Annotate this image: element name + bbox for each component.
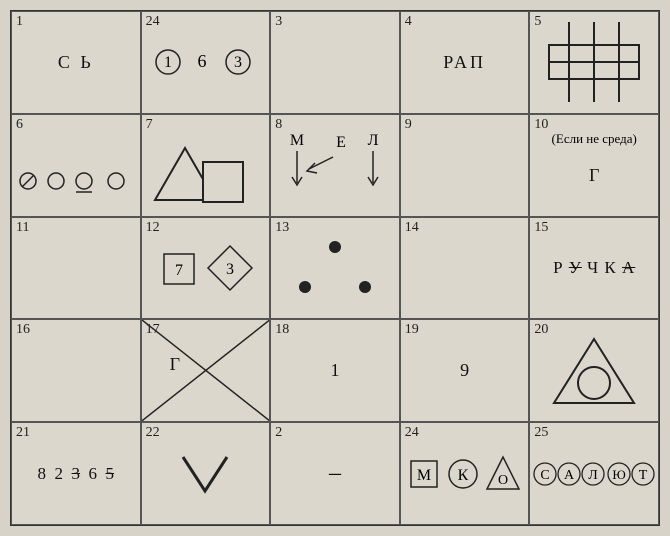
svg-text:О: О bbox=[498, 473, 508, 488]
arrows-letters: М Е Л bbox=[271, 115, 399, 216]
triangle-circle bbox=[530, 320, 658, 421]
svg-text:Л: Л bbox=[588, 468, 598, 483]
cell-number: 9 bbox=[405, 117, 412, 133]
cell-letter: Г bbox=[142, 320, 270, 421]
svg-text:С: С bbox=[541, 468, 550, 483]
svg-text:Е: Е bbox=[336, 134, 346, 151]
square-diamond: 7 3 bbox=[142, 218, 270, 319]
cell-number: 11 bbox=[16, 220, 29, 236]
cell-text: 1 bbox=[271, 320, 399, 421]
cell-12: 12 7 3 bbox=[141, 217, 271, 320]
cell-10: 10 (Если не среда) Г bbox=[529, 114, 659, 217]
svg-text:А: А bbox=[564, 468, 575, 483]
svg-text:К: К bbox=[457, 467, 468, 484]
svg-text:М: М bbox=[416, 467, 430, 484]
svg-text:Л: Л bbox=[368, 132, 379, 149]
svg-text:Ю: Ю bbox=[613, 467, 626, 482]
checkmark-v bbox=[142, 423, 270, 524]
svg-text:3: 3 bbox=[234, 54, 242, 71]
cell-number: 3 bbox=[275, 14, 282, 30]
cell-4: 4 РАП bbox=[400, 11, 530, 114]
cell-8: 8 М Е Л bbox=[270, 114, 400, 217]
puzzle-grid: 1 С Ь 24 1 6 3 3 4 РАП 5 bbox=[10, 10, 660, 526]
cell-16: 16 bbox=[11, 319, 141, 422]
cell-15: 15 Р У Ч К А bbox=[529, 217, 659, 320]
cell-21: 21 8 2 3 6 5 bbox=[11, 422, 141, 525]
cell-5: 5 bbox=[529, 11, 659, 114]
circled-numbers: 1 6 3 bbox=[142, 12, 270, 113]
svg-text:Т: Т bbox=[639, 468, 648, 483]
cell-13: 13 bbox=[270, 217, 400, 320]
cell-17: 17 Г bbox=[141, 319, 271, 422]
svg-text:7: 7 bbox=[175, 262, 183, 279]
svg-text:М: М bbox=[290, 132, 304, 149]
cell-19: 19 9 bbox=[400, 319, 530, 422]
cell-14: 14 bbox=[400, 217, 530, 320]
cell-18: 18 1 bbox=[270, 319, 400, 422]
cell-text: 9 bbox=[401, 320, 529, 421]
cell-20: 20 bbox=[529, 319, 659, 422]
cell-text: С Ь bbox=[12, 12, 140, 113]
cell-letter: Г bbox=[530, 115, 658, 216]
cell-3: 3 bbox=[270, 11, 400, 114]
triangle-square bbox=[142, 115, 270, 216]
cell-24: 24 М К О bbox=[400, 422, 530, 525]
cell-9: 9 bbox=[400, 114, 530, 217]
grid-icon bbox=[530, 12, 658, 113]
svg-text:3: 3 bbox=[226, 261, 234, 278]
circled-salut: С А Л Ю Т bbox=[530, 423, 658, 524]
cell-text: – bbox=[271, 423, 399, 524]
cell-number: 14 bbox=[405, 220, 419, 236]
struck-numbers: 8 2 3 6 5 bbox=[12, 423, 140, 524]
cell-2: 24 1 6 3 bbox=[141, 11, 271, 114]
cell-text: РАП bbox=[401, 12, 529, 113]
circles-row bbox=[12, 115, 140, 216]
cell-number: 16 bbox=[16, 322, 30, 338]
svg-text:1: 1 bbox=[164, 54, 172, 71]
shapes-mko: М К О bbox=[401, 423, 529, 524]
cell-25: 25 С А Л Ю Т bbox=[529, 422, 659, 525]
cell-7: 7 bbox=[141, 114, 271, 217]
cell-11: 11 bbox=[11, 217, 141, 320]
cell-6: 6 bbox=[11, 114, 141, 217]
three-dots bbox=[271, 218, 399, 319]
svg-text:6: 6 bbox=[198, 51, 207, 71]
cell-23: 2 – bbox=[270, 422, 400, 525]
cell-1: 1 С Ь bbox=[11, 11, 141, 114]
struck-letters: Р У Ч К А bbox=[530, 218, 658, 319]
cell-22: 22 bbox=[141, 422, 271, 525]
